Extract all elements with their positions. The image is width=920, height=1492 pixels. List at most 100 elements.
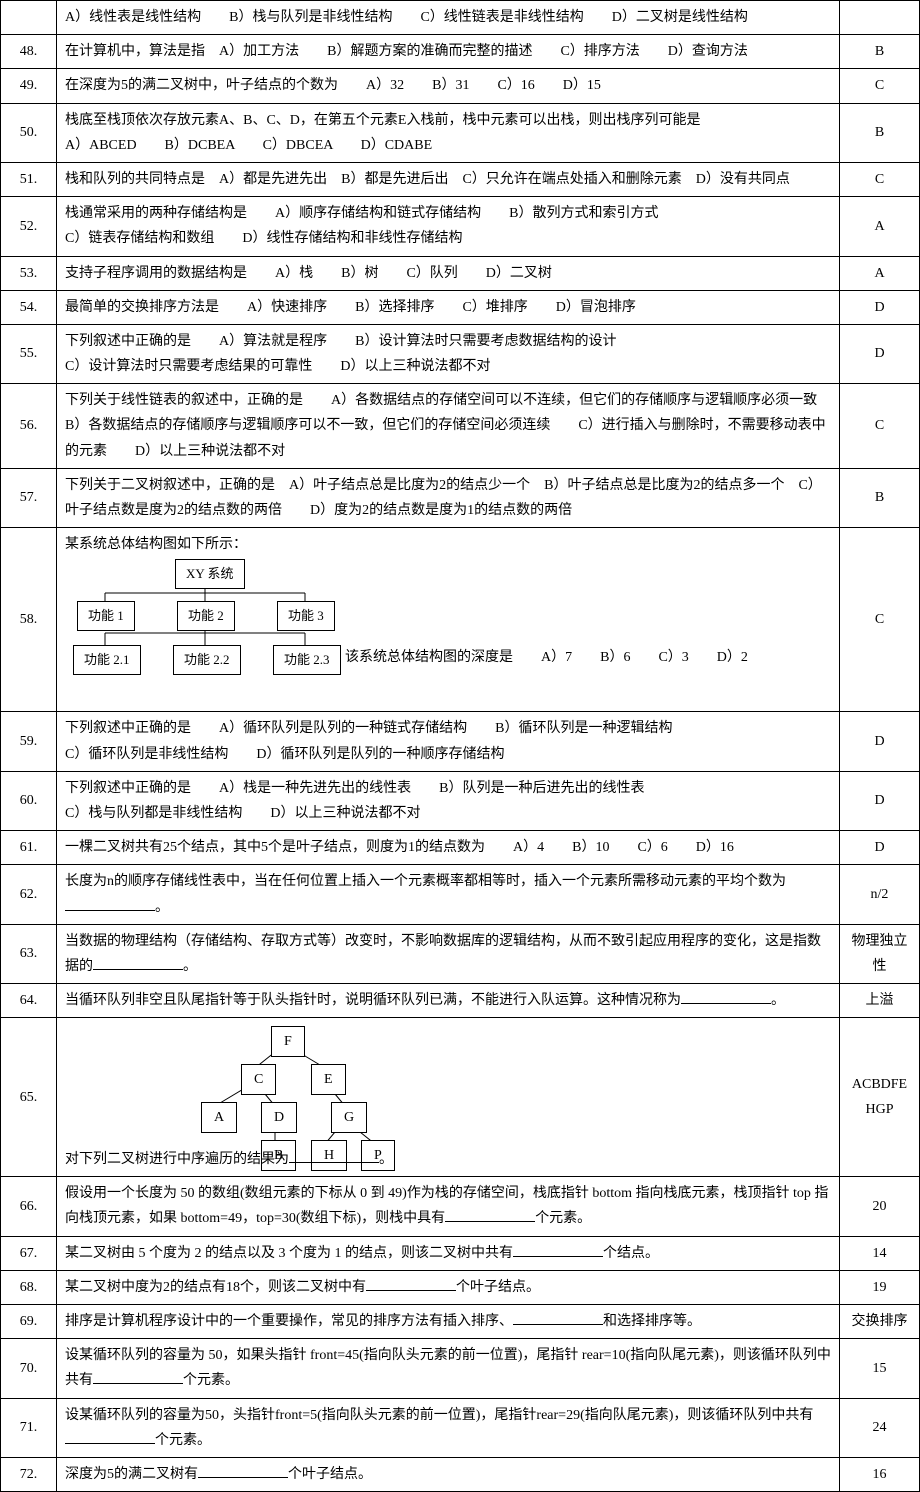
answer-cell: 20 — [840, 1177, 920, 1236]
answer-cell: A — [840, 197, 920, 256]
answer-cell: n/2 — [840, 865, 920, 924]
question-cell: 长度为n的顺序存储线性表中，当在任何位置上插入一个元素概率都相等时，插入一个元素… — [57, 865, 840, 924]
question-cell: 在计算机中，算法是指 A）加工方法 B）解题方案的准确而完整的描述 C）排序方法… — [57, 35, 840, 69]
table-row: 57.下列关于二叉树叙述中，正确的是 A）叶子结点总是比度为2的结点少一个 B）… — [1, 468, 920, 527]
question-cell: A）线性表是线性结构 B）栈与队列是非线性结构 C）线性链表是非线性结构 D）二… — [57, 1, 840, 35]
question-cell: 某系统总体结构图如下所示： XY 系统 功能 1 功能 2 功能 3 功能 2.… — [57, 528, 840, 712]
question-cell: 栈通常采用的两种存储结构是 A）顺序存储结构和链式存储结构 B）散列方式和索引方… — [57, 197, 840, 256]
question-cell: 当循环队列非空且队尾指针等于队头指针时，说明循环队列已满，不能进行入队运算。这种… — [57, 984, 840, 1018]
answer-cell: 14 — [840, 1236, 920, 1270]
question-cell: 栈底至栈顶依次存放元素A、B、C、D，在第五个元素E入栈前，栈中元素可以出栈，则… — [57, 103, 840, 162]
question-cell: 深度为5的满二叉树有个叶子结点。 — [57, 1457, 840, 1491]
tree-node-G: G — [331, 1102, 367, 1133]
table-row: 69.排序是计算机程序设计中的一个重要操作，常见的排序方法有插入排序、和选择排序… — [1, 1305, 920, 1339]
row-number: 60. — [1, 771, 57, 830]
answer-cell: C — [840, 384, 920, 469]
row-number: 62. — [1, 865, 57, 924]
node-f21: 功能 2.1 — [73, 645, 141, 674]
table-row: 59.下列叙述中正确的是 A）循环队列是队列的一种链式存储结构 B）循环队列是一… — [1, 712, 920, 771]
tree-node-E: E — [311, 1064, 346, 1095]
question-cell: 支持子程序调用的数据结构是 A）栈 B）树 C）队列 D）二叉树 — [57, 256, 840, 290]
table-row: 68.某二叉树中度为2的结点有18个，则该二叉树中有个叶子结点。19 — [1, 1270, 920, 1304]
row-number: 57. — [1, 468, 57, 527]
row-number: 51. — [1, 162, 57, 196]
answer-cell: C — [840, 528, 920, 712]
question-cell: 某二叉树中度为2的结点有18个，则该二叉树中有个叶子结点。 — [57, 1270, 840, 1304]
table-row: 50.栈底至栈顶依次存放元素A、B、C、D，在第五个元素E入栈前，栈中元素可以出… — [1, 103, 920, 162]
table-row: 52.栈通常采用的两种存储结构是 A）顺序存储结构和链式存储结构 B）散列方式和… — [1, 197, 920, 256]
question-cell: 栈和队列的共同特点是 A）都是先进先出 B）都是先进后出 C）只允许在端点处插入… — [57, 162, 840, 196]
table-row: 58. 某系统总体结构图如下所示： XY 系统 功能 1 功能 2 功能 3 功… — [1, 528, 920, 712]
answer-cell — [840, 1, 920, 35]
row-number: 64. — [1, 984, 57, 1018]
row-number: 70. — [1, 1339, 57, 1398]
table-row: 54.最简单的交换排序方法是 A）快速排序 B）选择排序 C）堆排序 D）冒泡排… — [1, 290, 920, 324]
node-f2: 功能 2 — [177, 601, 235, 630]
answer-cell: B — [840, 103, 920, 162]
table-row: 53.支持子程序调用的数据结构是 A）栈 B）树 C）队列 D）二叉树A — [1, 256, 920, 290]
answer-cell: A — [840, 256, 920, 290]
row-number: 49. — [1, 69, 57, 103]
table-row: 49.在深度为5的满二叉树中，叶子结点的个数为 A）32 B）31 C）16 D… — [1, 69, 920, 103]
table-row: 67.某二叉树由 5 个度为 2 的结点以及 3 个度为 1 的结点，则该二叉树… — [1, 1236, 920, 1270]
answer-cell: 19 — [840, 1270, 920, 1304]
node-f3: 功能 3 — [277, 601, 335, 630]
question-cell: 排序是计算机程序设计中的一个重要操作，常见的排序方法有插入排序、和选择排序等。 — [57, 1305, 840, 1339]
question-cell: 假设用一个长度为 50 的数组(数组元素的下标从 0 到 49)作为栈的存储空间… — [57, 1177, 840, 1236]
row-number: 63. — [1, 924, 57, 983]
table-row: 72.深度为5的满二叉树有个叶子结点。16 — [1, 1457, 920, 1491]
row-number: 72. — [1, 1457, 57, 1491]
question-cell: 在深度为5的满二叉树中，叶子结点的个数为 A）32 B）31 C）16 D）15 — [57, 69, 840, 103]
question-cell: 最简单的交换排序方法是 A）快速排序 B）选择排序 C）堆排序 D）冒泡排序 — [57, 290, 840, 324]
row-number: 59. — [1, 712, 57, 771]
question-cell: 一棵二叉树共有25个结点，其中5个是叶子结点，则度为1的结点数为 A）4 B）1… — [57, 831, 840, 865]
row-number: 61. — [1, 831, 57, 865]
question-cell: 下列叙述中正确的是 A）算法就是程序 B）设计算法时只需要考虑数据结构的设计C）… — [57, 324, 840, 383]
row-number: 65. — [1, 1018, 57, 1177]
table-row: 64.当循环队列非空且队尾指针等于队头指针时，说明循环队列已满，不能进行入队运算… — [1, 984, 920, 1018]
table-row: 70.设某循环队列的容量为 50，如果头指针 front=45(指向队头元素的前… — [1, 1339, 920, 1398]
tree-node-C: C — [241, 1064, 276, 1095]
table-row: 51.栈和队列的共同特点是 A）都是先进先出 B）都是先进后出 C）只允许在端点… — [1, 162, 920, 196]
question-cell: 当数据的物理结构（存储结构、存取方式等）改变时，不影响数据库的逻辑结构，从而不致… — [57, 924, 840, 983]
answer-cell: B — [840, 35, 920, 69]
answer-cell: D — [840, 831, 920, 865]
answer-cell: D — [840, 712, 920, 771]
table-row: 62.长度为n的顺序存储线性表中，当在任何位置上插入一个元素概率都相等时，插入一… — [1, 865, 920, 924]
row-number: 58. — [1, 528, 57, 712]
row-number: 56. — [1, 384, 57, 469]
row-number: 67. — [1, 1236, 57, 1270]
question-cell: FCEADGBHP 对下列二叉树进行中序遍历的结果为。 — [57, 1018, 840, 1177]
answer-cell: 16 — [840, 1457, 920, 1491]
answer-cell: D — [840, 771, 920, 830]
question-cell: 某二叉树由 5 个度为 2 的结点以及 3 个度为 1 的结点，则该二叉树中共有… — [57, 1236, 840, 1270]
row-number: 50. — [1, 103, 57, 162]
row-number: 54. — [1, 290, 57, 324]
question-cell: 下列叙述中正确的是 A）栈是一种先进先出的线性表 B）队列是一种后进先出的线性表… — [57, 771, 840, 830]
row-number: 53. — [1, 256, 57, 290]
tree-node-A: A — [201, 1102, 237, 1133]
node-root: XY 系统 — [175, 559, 245, 588]
tree-node-F: F — [271, 1026, 305, 1057]
row-number: 48. — [1, 35, 57, 69]
answer-cell: 15 — [840, 1339, 920, 1398]
q65-tail: 对下列二叉树进行中序遍历的结果为。 — [65, 1147, 393, 1172]
node-f23: 功能 2.3 — [273, 645, 341, 674]
table-row: 65. FCEADGBHP 对下列二叉树进行中序遍历的结果为。 ACBDFEHG… — [1, 1018, 920, 1177]
table-row: A）线性表是线性结构 B）栈与队列是非线性结构 C）线性链表是非线性结构 D）二… — [1, 1, 920, 35]
table-row: 56.下列关于线性链表的叙述中，正确的是 A）各数据结点的存储空间可以不连续，但… — [1, 384, 920, 469]
question-cell: 设某循环队列的容量为50，头指针front=5(指向队头元素的前一位置)，尾指针… — [57, 1398, 840, 1457]
table-row: 71.设某循环队列的容量为50，头指针front=5(指向队头元素的前一位置)，… — [1, 1398, 920, 1457]
table-row: 55.下列叙述中正确的是 A）算法就是程序 B）设计算法时只需要考虑数据结构的设… — [1, 324, 920, 383]
tree-node-D: D — [261, 1102, 297, 1133]
answer-cell: 交换排序 — [840, 1305, 920, 1339]
q58-intro: 某系统总体结构图如下所示： — [65, 532, 831, 557]
node-f1: 功能 1 — [77, 601, 135, 630]
answer-cell: 上溢 — [840, 984, 920, 1018]
row-number: 52. — [1, 197, 57, 256]
row-number: 71. — [1, 1398, 57, 1457]
table-row: 61.一棵二叉树共有25个结点，其中5个是叶子结点，则度为1的结点数为 A）4 … — [1, 831, 920, 865]
table-row: 60.下列叙述中正确的是 A）栈是一种先进先出的线性表 B）队列是一种后进先出的… — [1, 771, 920, 830]
answer-cell: C — [840, 69, 920, 103]
answer-cell: D — [840, 324, 920, 383]
